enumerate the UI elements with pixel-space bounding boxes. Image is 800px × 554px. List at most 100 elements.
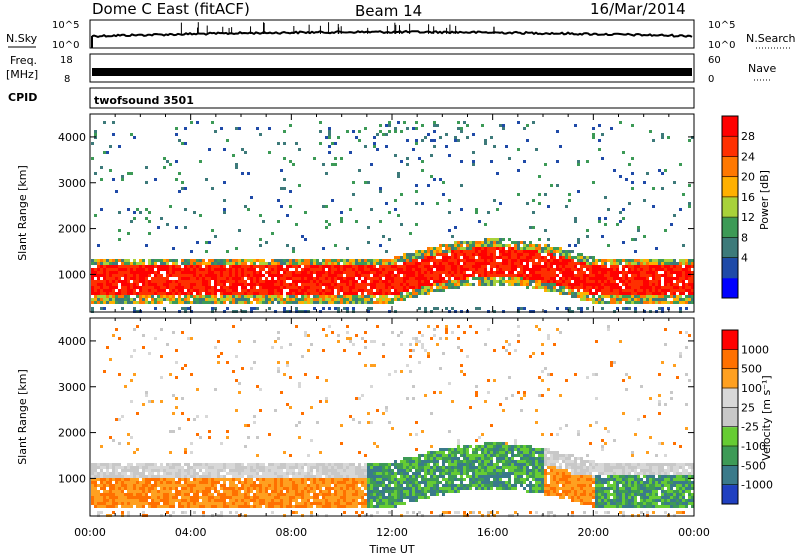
power-cell: [691, 295, 694, 298]
power-cell: [655, 298, 658, 301]
vel-cell: [178, 490, 181, 493]
vel-cell: [238, 466, 241, 469]
power-cell: [421, 268, 424, 271]
power-cell: [469, 262, 472, 265]
power-cell: [403, 265, 406, 268]
vel-cell: [229, 502, 232, 505]
power-cell: [286, 277, 289, 280]
power-cell: [421, 286, 424, 289]
vel-cell: [190, 475, 193, 478]
power-cell: [373, 265, 376, 268]
vel-cell: [385, 475, 388, 478]
vel-cell: [373, 493, 376, 496]
power-cell: [454, 283, 457, 286]
power-cell: [295, 223, 298, 226]
vel-cell: [325, 469, 328, 472]
power-cell: [607, 277, 610, 280]
power-cell: [628, 307, 631, 310]
power-cell: [139, 259, 142, 262]
power-cell: [211, 292, 214, 295]
power-cell: [382, 265, 385, 268]
power-cell: [586, 277, 589, 280]
vel-cell: [211, 478, 214, 481]
power-cell: [361, 301, 364, 304]
vel-cell: [271, 499, 274, 502]
vel-cell: [256, 454, 259, 457]
vel-cell: [205, 466, 208, 469]
power-cell: [271, 265, 274, 268]
vel-cell: [118, 418, 121, 421]
vel-cell: [253, 415, 256, 418]
power-cell: [493, 277, 496, 280]
power-cell: [529, 256, 532, 259]
power-cell: [538, 247, 541, 250]
power-cell: [130, 172, 133, 175]
vel-cell: [139, 490, 142, 493]
power-cell: [634, 283, 637, 286]
power-cell: [187, 283, 190, 286]
power-cell: [685, 274, 688, 277]
power-cell: [103, 277, 106, 280]
power-cell: [298, 274, 301, 277]
power-cell: [520, 256, 523, 259]
power-cell: [661, 307, 664, 310]
vel-cell: [187, 490, 190, 493]
vel-cell: [151, 463, 154, 466]
vel-cell: [343, 472, 346, 475]
power-cell: [361, 283, 364, 286]
vel-cell: [130, 472, 133, 475]
power-cell: [334, 274, 337, 277]
vel-cell: [289, 502, 292, 505]
power-cell: [310, 271, 313, 274]
power-cell: [577, 295, 580, 298]
power-cell: [532, 247, 535, 250]
vel-cell: [283, 505, 286, 508]
vel-cell: [127, 433, 130, 436]
power-cell: [412, 265, 415, 268]
power-cell: [637, 280, 640, 283]
power-cell: [493, 271, 496, 274]
vel-cell: [241, 484, 244, 487]
power-cell: [331, 292, 334, 295]
power-cell: [289, 124, 292, 127]
vel-cell: [331, 487, 334, 490]
power-cell: [109, 265, 112, 268]
power-cell: [664, 286, 667, 289]
power-cell: [253, 289, 256, 292]
power-cell: [472, 256, 475, 259]
vel-cell: [271, 511, 274, 514]
vel-cell: [241, 469, 244, 472]
vel-cell: [112, 496, 115, 499]
power-cell: [166, 292, 169, 295]
vel-cell: [340, 490, 343, 493]
power-cell: [241, 148, 244, 151]
vel-cell: [103, 463, 106, 466]
power-cell: [577, 274, 580, 277]
vel-cell: [133, 328, 136, 331]
vel-cell: [289, 406, 292, 409]
power-cell: [109, 286, 112, 289]
vel-cell: [112, 502, 115, 505]
power-cell: [658, 307, 661, 310]
power-cell: [604, 265, 607, 268]
power-cell: [94, 136, 97, 139]
vel-cell: [175, 397, 178, 400]
power-cell: [400, 286, 403, 289]
vel-cell: [175, 376, 178, 379]
power-cell: [259, 277, 262, 280]
power-cell: [559, 289, 562, 292]
power-cell: [226, 286, 229, 289]
vel-cell: [118, 493, 121, 496]
power-cell: [643, 298, 646, 301]
power-cell: [325, 274, 328, 277]
power-cell: [559, 277, 562, 280]
vel-cell: [208, 481, 211, 484]
vel-cell: [181, 367, 184, 370]
vel-cell: [346, 331, 349, 334]
power-cell: [547, 268, 550, 271]
power-cell: [196, 121, 199, 124]
vel-cell: [355, 499, 358, 502]
power-cell: [349, 277, 352, 280]
vel-cell: [358, 472, 361, 475]
power-cell: [142, 280, 145, 283]
